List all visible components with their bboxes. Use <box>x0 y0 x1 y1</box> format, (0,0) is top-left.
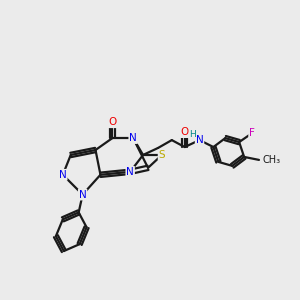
Text: F: F <box>249 128 255 138</box>
Text: N: N <box>196 135 203 145</box>
Text: S: S <box>159 150 165 160</box>
Text: N: N <box>129 133 137 143</box>
Text: CH₃: CH₃ <box>263 155 281 165</box>
Text: N: N <box>59 170 67 180</box>
Text: O: O <box>108 117 116 127</box>
Text: N: N <box>79 190 86 200</box>
Text: N: N <box>126 167 134 177</box>
Text: O: O <box>181 127 189 137</box>
Text: H: H <box>189 130 196 139</box>
